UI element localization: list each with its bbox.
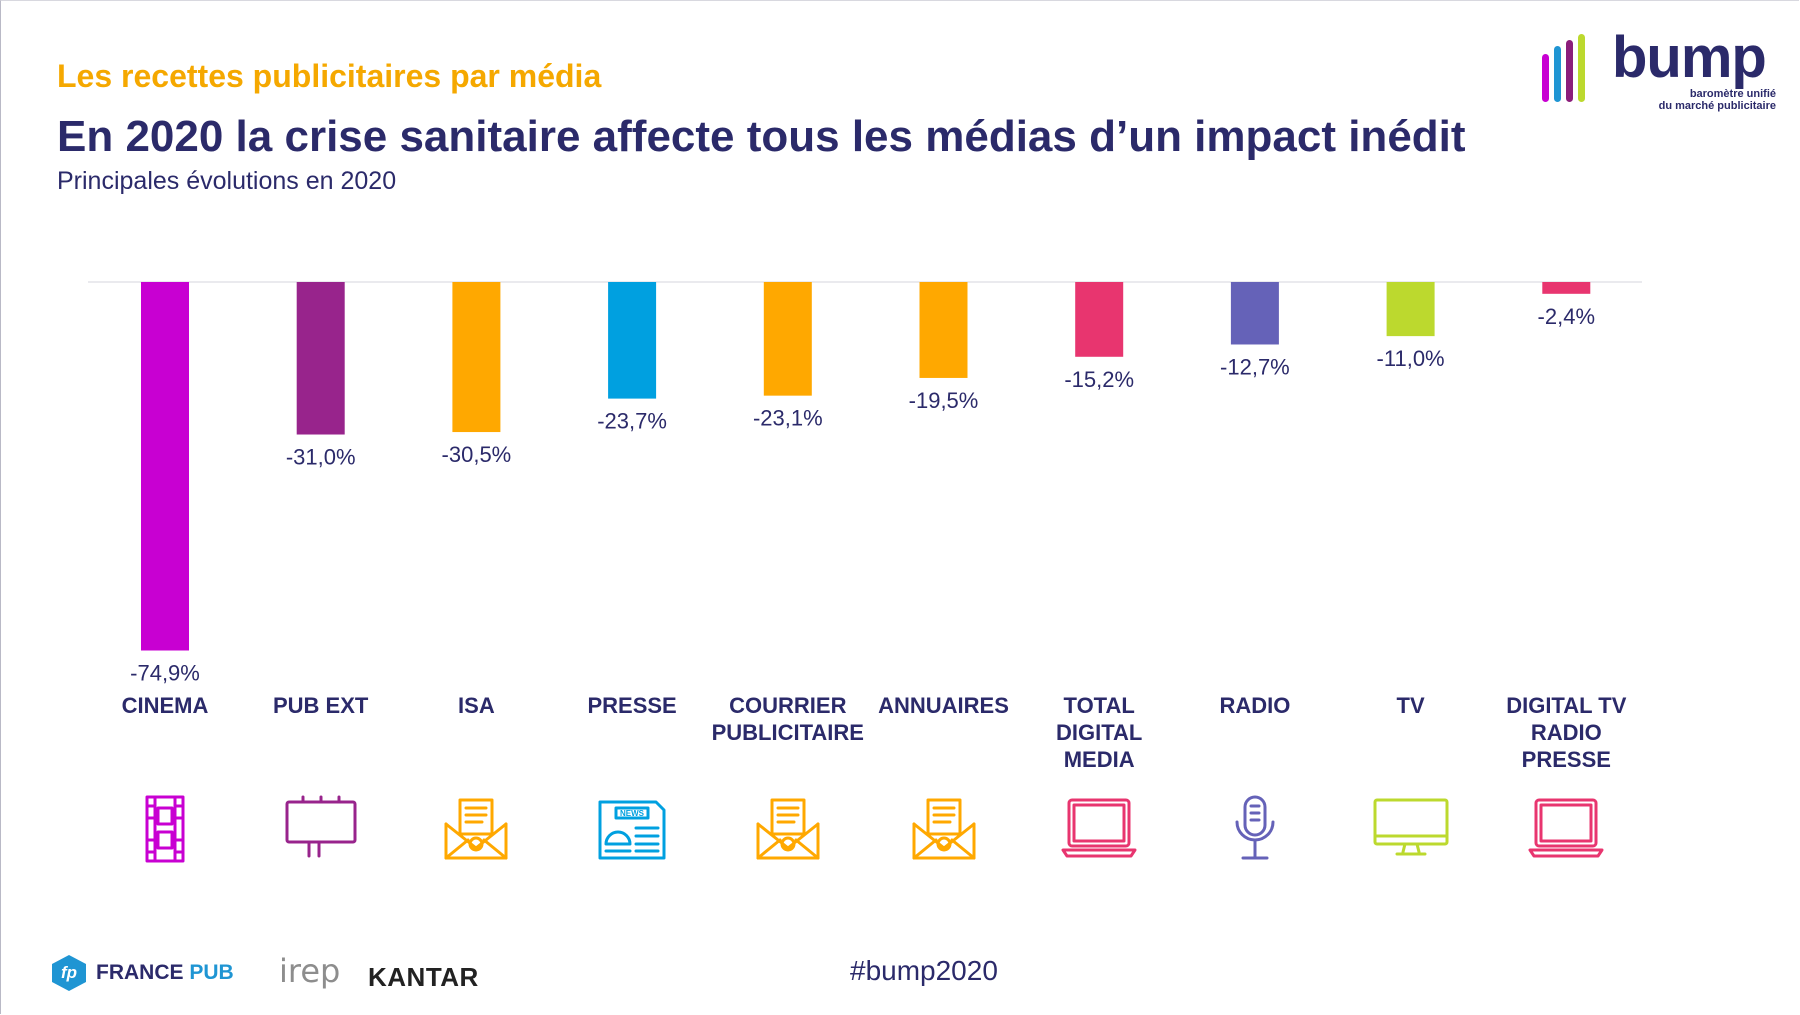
bar-7 [1230, 282, 1279, 345]
bar-value-label-0: -74,9% [130, 661, 200, 686]
bar-value-label-9: -2,4% [1538, 304, 1595, 329]
category-label-9: DIGITAL TV RADIO PRESSE [1506, 693, 1627, 772]
france-pub-logo: fp FRANCE PUB [52, 955, 234, 991]
bar-value-label-1: -31,0% [286, 445, 356, 470]
bar-8 [1386, 282, 1435, 337]
irep-logo: irep [279, 952, 341, 990]
bump-logo: bump baromètre unifié du marché publicit… [1534, 25, 1784, 120]
news-icon-label: NEWS [620, 809, 645, 818]
bar-value-label-3: -23,7% [597, 409, 667, 434]
france-pub-word1: FRANCE [96, 961, 184, 984]
category-label-5: ANNUAIRES [878, 693, 1009, 718]
france-pub-word2: PUB [189, 961, 234, 984]
bump-tagline-line1: baromètre unifié [1689, 88, 1776, 100]
bar-6 [1075, 282, 1124, 357]
laptop-icon [1061, 798, 1137, 858]
bump-tagline: baromètre unifié du marché publicitaire [1659, 88, 1776, 112]
bar-chart: -74,9% -31,0% -30,5% -23,7% -23,1% -19,5% -15,… [88, 281, 1642, 686]
laptop-icon [1528, 798, 1604, 858]
bar-3 [608, 282, 657, 399]
category-label-7: RADIO [1219, 693, 1291, 718]
bar-value-label-2: -30,5% [442, 442, 512, 467]
bar-9 [1542, 282, 1591, 294]
category-label-6: TOTAL DIGITAL MEDIA [1056, 693, 1143, 772]
bar-value-label-6: -15,2% [1064, 367, 1134, 392]
chart-supertitle: Les recettes publicitaires par média [57, 58, 602, 94]
bar-value-label-5: -19,5% [909, 388, 979, 413]
kantar-logo: KANTAR [368, 962, 479, 992]
newspaper-icon: NEWS [598, 800, 666, 860]
france-pub-hex-icon: fp [52, 955, 86, 991]
bar-value-label-8: -11,0% [1377, 346, 1445, 371]
category-label-3: PRESSE [587, 693, 677, 718]
bar-value-label-7: -12,7% [1220, 354, 1290, 379]
category-label-0: CINEMA [121, 693, 209, 718]
mail-envelope-icon [756, 798, 820, 860]
film-strip-icon [145, 795, 185, 863]
bar-0 [141, 282, 189, 651]
bar-4 [763, 282, 812, 396]
monitor-icon [1373, 798, 1449, 856]
bump-bars-icon [1542, 34, 1585, 102]
category-label-8: TV [1396, 693, 1425, 718]
billboard-icon [285, 795, 357, 858]
category-label-1: PUB EXT [273, 693, 369, 718]
bar-2 [452, 282, 501, 433]
bar-value-label-4: -23,1% [753, 406, 823, 431]
hashtag: #bump2020 [850, 955, 998, 986]
mail-envelope-icon [912, 798, 975, 860]
bump-tagline-line2: du marché publicitaire [1658, 100, 1776, 112]
bump-wordmark: bump [1612, 25, 1767, 90]
bar-1 [296, 282, 345, 435]
mail-envelope-icon [444, 798, 508, 860]
microphone-icon [1235, 795, 1275, 860]
chart-title: En 2020 la crise sanitaire affecte tous … [57, 112, 1466, 161]
category-label-2: ISA [458, 693, 495, 718]
chart-subtitle: Principales évolutions en 2020 [57, 167, 397, 195]
bar-5 [919, 282, 968, 378]
category-label-4: COURRIER PUBLICITAIRE [711, 693, 864, 745]
